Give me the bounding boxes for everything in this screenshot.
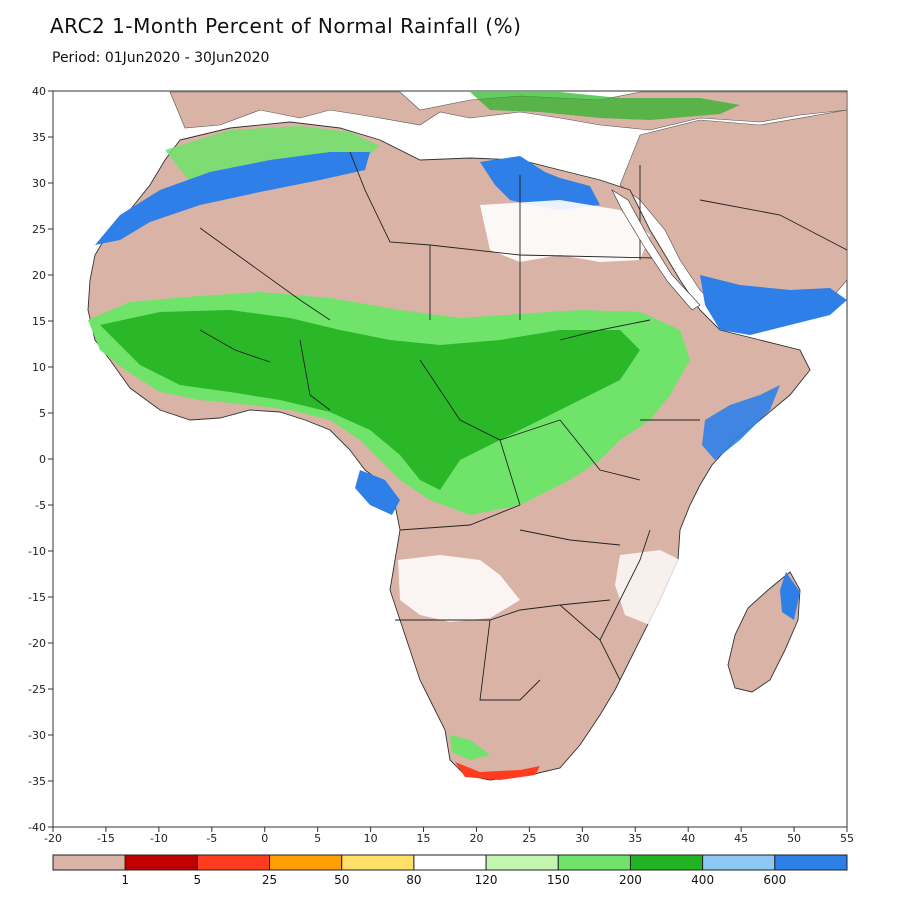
colorbar-swatch [52,854,126,871]
border-line [479,619,541,701]
longitude-ticks: -20 -15 -10 -5 0 5 10 15 20 25 30 35 40 45 50 55 [44,827,854,845]
colorbar-swatch [629,854,704,871]
lon-tick-label: 25 [522,832,536,845]
colorbar-swatch [557,854,631,871]
colorbar-legend: 1 5 25 50 80 120 150 200 400 600 [52,854,848,887]
lat-tick-label: 15 [32,315,46,328]
madagascar-blue [780,572,800,620]
colorbar-label: 600 [763,873,786,887]
border-line [419,359,561,441]
colorbar-swatch [341,854,415,871]
lat-tick-label: 40 [32,85,46,98]
arabia-blue [700,275,847,335]
lat-tick-label: 10 [32,361,46,374]
colorbar-swatch [269,854,343,871]
lat-tick-label: -35 [28,775,46,788]
rainfall-anomalies [88,92,847,780]
border-line [699,199,848,251]
lat-tick-label: -40 [28,821,46,834]
colorbar-label: 1 [121,873,129,887]
colorbar-swatch [413,854,487,871]
sahara-white [480,200,650,262]
border-line [199,329,271,363]
map-period: Period: 01Jun2020 - 30Jun2020 [52,50,270,66]
mozambique-white [615,550,690,625]
lat-tick-label: 35 [32,131,46,144]
east-coast-blue [702,385,780,460]
lon-tick-label: 45 [734,832,748,845]
border-line [199,227,331,321]
north-blue-band [480,156,600,210]
cape-green [450,735,490,760]
map-title: ARC2 1-Month Percent of Normal Rainfall … [50,14,522,38]
lon-tick-label: -15 [97,832,115,845]
lon-tick-label: 15 [417,832,431,845]
lat-tick-label: 0 [39,453,46,466]
colorbar-label: 50 [334,873,349,887]
colorbar-label: 150 [547,873,570,887]
red-sea [611,189,701,311]
lon-tick-label: 40 [681,832,695,845]
lat-tick-label: -5 [35,499,46,512]
border-line [499,439,521,506]
border-line [299,339,331,411]
colorbar-label: 200 [619,873,642,887]
lon-tick-label: 10 [364,832,378,845]
colorbar-label: 120 [475,873,498,887]
lat-tick-label: -10 [28,545,46,558]
lat-tick-label: 25 [32,223,46,236]
cape-red [455,762,540,780]
lon-tick-label: 50 [787,832,801,845]
lon-tick-label: 35 [628,832,642,845]
colorbar-label: 25 [262,873,277,887]
lat-tick-label: 20 [32,269,46,282]
colorbar-swatch [774,854,848,871]
latitude-ticks: 40 35 30 25 20 15 10 5 0 -5 -10 -15 -20 -25 -30 -35 -40 [28,85,53,834]
lat-tick-label: 30 [32,177,46,190]
lat-tick-label: 5 [39,407,46,420]
colorbar-label: 400 [691,873,714,887]
colorbar-label: 80 [406,873,421,887]
lon-tick-label: 5 [314,832,321,845]
sahel-dark-green [100,310,640,490]
border-line [395,599,611,621]
central-coast-blue [355,470,400,515]
lat-tick-label: -30 [28,729,46,742]
lon-tick-label: 0 [261,832,268,845]
border-line [519,175,656,259]
colorbar-swatch [485,854,559,871]
lon-tick-label: 20 [469,832,483,845]
border-line [599,529,651,641]
northwest-blue-band [95,152,370,245]
lon-tick-label: 55 [840,832,854,845]
border-line [519,529,621,546]
border-line [559,419,641,481]
lat-tick-label: -15 [28,591,46,604]
southern-white [398,555,520,622]
maghreb-green-band [165,126,380,182]
lon-tick-label: 30 [575,832,589,845]
colorbar-swatch [124,854,198,871]
europe-green [470,92,740,120]
lat-tick-label: -25 [28,683,46,696]
border-line [399,504,521,531]
lon-tick-label: -20 [44,832,62,845]
colorbar-swatch [196,854,271,871]
border-line [349,151,431,246]
lon-tick-label: -10 [150,832,168,845]
country-borders [199,151,848,701]
border-line [559,319,651,341]
colorbar-label: 5 [194,873,202,887]
lat-tick-label: -20 [28,637,46,650]
colorbar-swatch [702,854,776,871]
lon-tick-label: -5 [206,832,217,845]
